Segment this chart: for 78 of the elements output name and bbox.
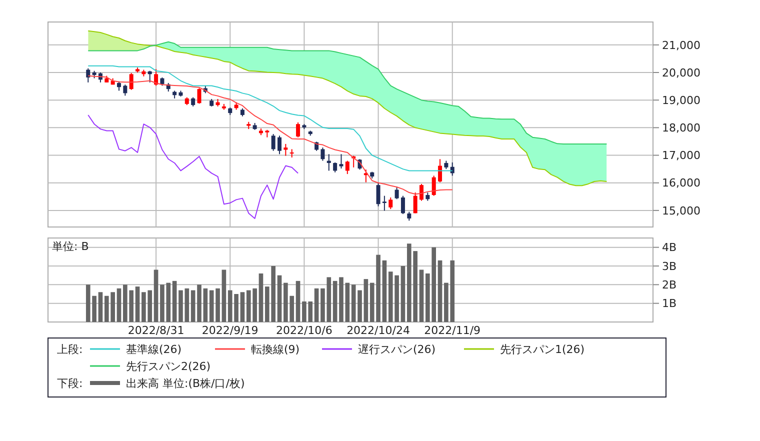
y-tick-label: 17,000 (662, 149, 700, 162)
candlestick (191, 96, 196, 107)
candlestick (345, 160, 350, 175)
candlestick (197, 88, 202, 104)
bar (172, 280, 177, 322)
bar (339, 277, 344, 322)
candlestick (326, 154, 331, 172)
y-tick-label: 1B (662, 297, 677, 310)
legend-title: 下段: (57, 376, 83, 390)
y-tick-label: 4B (662, 241, 677, 254)
candlestick (339, 154, 344, 170)
y-tick-label: 3B (662, 260, 677, 273)
bar (332, 280, 338, 322)
bar (351, 284, 356, 322)
candlestick (148, 70, 152, 83)
bar (419, 270, 424, 322)
bar (314, 288, 319, 322)
bar (400, 266, 406, 322)
candlestick (320, 147, 325, 162)
y-tick-label: 2B (662, 278, 677, 292)
y-tick-label: 15,000 (662, 204, 700, 218)
bar (135, 286, 140, 322)
candlestick (296, 122, 300, 138)
candlestick (278, 135, 282, 155)
y-tick-label: 19,000 (662, 94, 700, 107)
x-tick-label: 2022/8/31 (128, 324, 184, 337)
bar (190, 290, 196, 322)
candlestick (432, 175, 436, 196)
candlestick (154, 68, 158, 86)
candlestick (419, 183, 424, 202)
candlestick (123, 84, 128, 96)
x-tick-label: 2022/9/19 (202, 324, 258, 337)
bar (116, 288, 122, 322)
candlestick (376, 182, 380, 207)
bar (296, 280, 300, 322)
bar (277, 275, 282, 322)
legend-label: 遅行スパン(26) (358, 342, 436, 356)
bar (154, 270, 158, 322)
bar (222, 270, 226, 322)
bar (345, 282, 350, 322)
candlestick (116, 80, 121, 92)
y-tick-label: 18,000 (662, 122, 700, 135)
candlestick (382, 195, 386, 212)
candlestick (284, 143, 288, 156)
line-series (88, 41, 608, 144)
candlestick (388, 196, 393, 210)
x-tick-label: 2022/10/24 (346, 324, 410, 337)
bar (382, 260, 387, 322)
legend-label: 基準線(26) (126, 342, 182, 356)
bar (258, 273, 264, 322)
candlestick (333, 162, 338, 173)
candlestick (400, 195, 405, 215)
legend-label: 転換線(9) (251, 342, 300, 356)
legend-label: 先行スパン2(26) (126, 360, 211, 373)
legend-label: 先行スパン1(26) (500, 342, 585, 356)
bar (364, 279, 368, 322)
x-tick-label: 2022/11/9 (424, 324, 481, 337)
bar (98, 292, 103, 322)
candlestick (438, 158, 442, 183)
candlestick (413, 192, 418, 214)
y-tick-label: 21,000 (662, 38, 700, 52)
legend-title: 上段: (57, 342, 83, 356)
line-series (88, 114, 299, 219)
y-tick-label: 20,000 (662, 66, 700, 80)
bar (197, 284, 202, 322)
legend-label: 出来高 単位:(B株/口/枚) (126, 376, 245, 390)
y-tick-label: 16,000 (662, 176, 700, 190)
candlestick (290, 148, 294, 158)
x-tick-label: 2022/10/6 (276, 324, 332, 337)
candlestick (86, 68, 90, 83)
candlestick (271, 134, 276, 152)
candlestick (129, 72, 134, 90)
bar (240, 292, 245, 322)
candlestick (394, 187, 399, 200)
bar (358, 290, 362, 322)
bar (438, 260, 442, 322)
annotation: 単位: B (52, 240, 89, 253)
bar (203, 288, 208, 322)
